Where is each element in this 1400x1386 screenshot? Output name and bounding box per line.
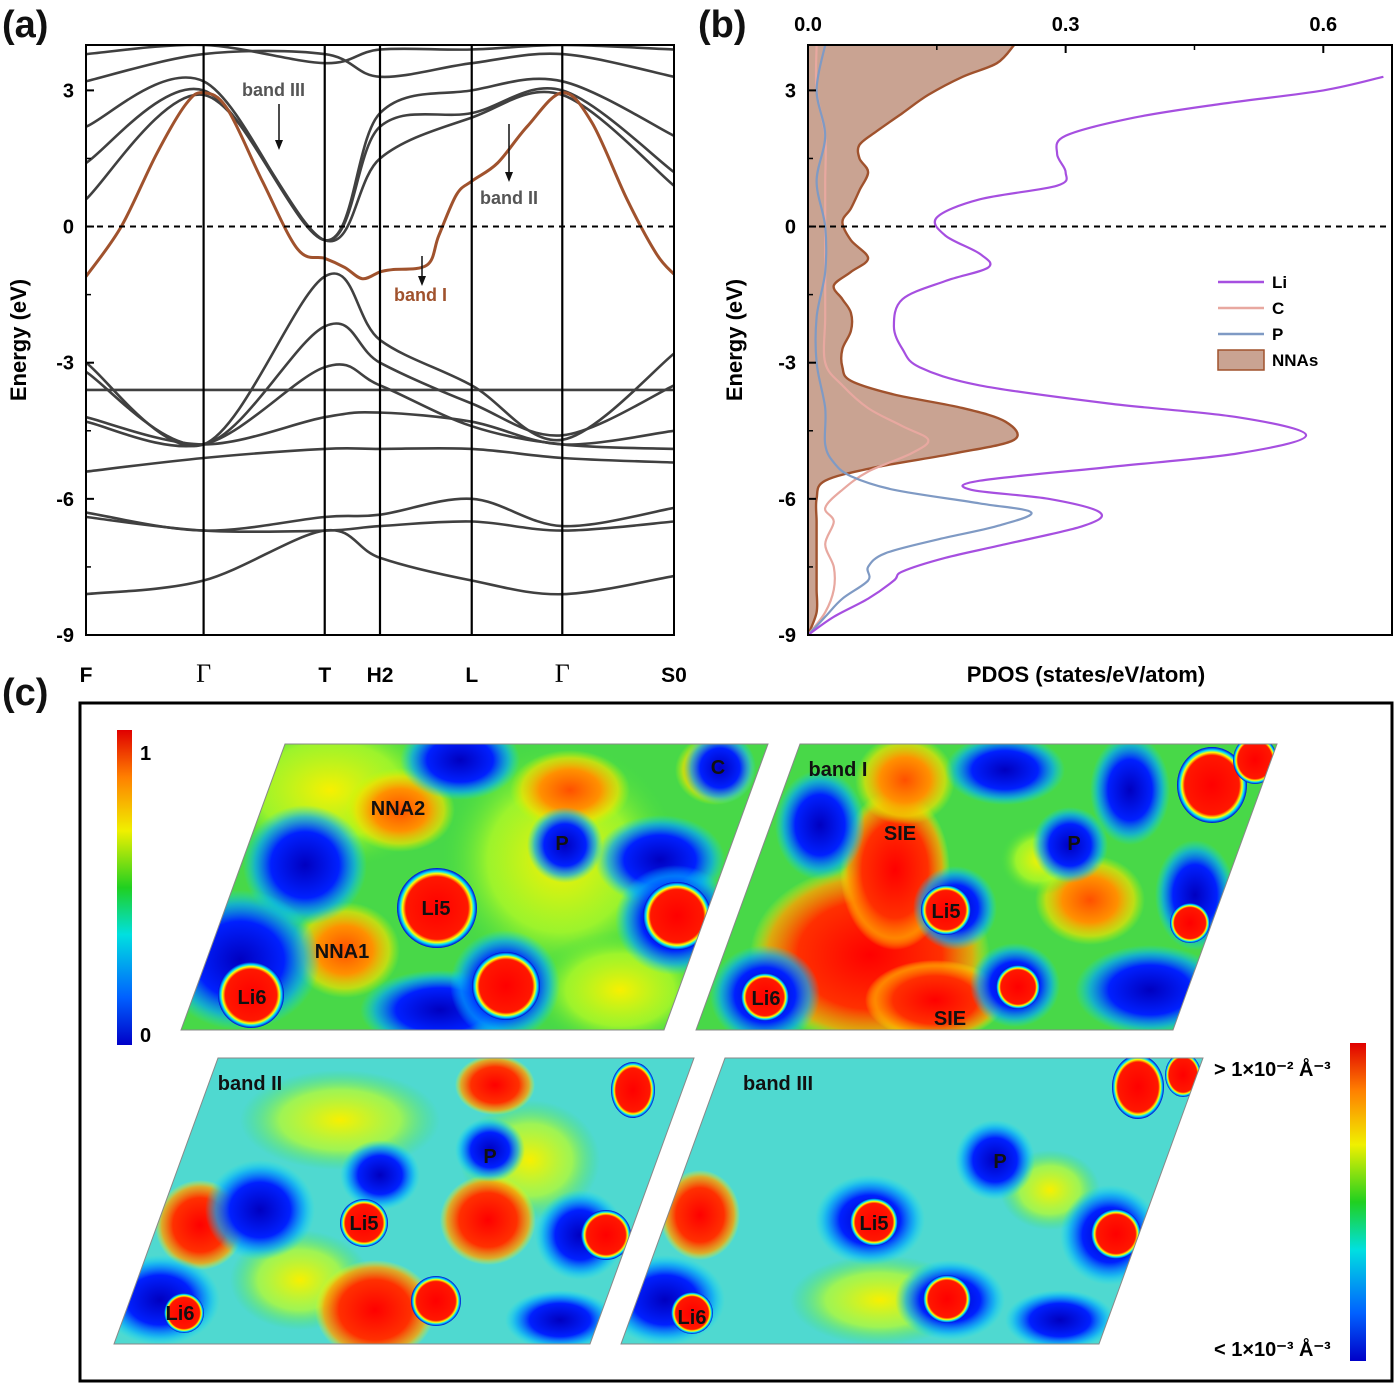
panel-label-a: (a) bbox=[2, 4, 49, 46]
y-tick-label-b: 0 bbox=[785, 217, 796, 239]
y-tick-label-b: -6 bbox=[778, 489, 796, 511]
x-axis-title-b: PDOS (states/eV/atom) bbox=[967, 662, 1205, 687]
kpoint-label: S0 bbox=[661, 664, 687, 687]
map-label: NNA2 bbox=[371, 798, 425, 820]
pdos-area-nnas bbox=[808, 45, 1018, 635]
band-iii-label: band III bbox=[242, 80, 305, 100]
kpoint-label: Γ bbox=[196, 659, 211, 688]
y-tick-label-a: -6 bbox=[56, 489, 74, 511]
band-ii-arrowhead bbox=[505, 172, 513, 182]
map-label: band I bbox=[809, 759, 868, 781]
kpoint-label: Γ bbox=[555, 659, 570, 688]
y-tick-label-a: -3 bbox=[56, 353, 74, 375]
map-label: C bbox=[711, 757, 725, 779]
band-i-arrowhead bbox=[418, 276, 426, 286]
colorbar-elf bbox=[117, 730, 132, 1045]
y-tick-label-a: 0 bbox=[63, 217, 74, 239]
pdos-line-nnas bbox=[808, 45, 1019, 635]
map-label: Li5 bbox=[350, 1213, 379, 1235]
band-ii-map: band II P Li5 Li6 bbox=[113, 1057, 695, 1345]
map-label: Li6 bbox=[752, 988, 781, 1010]
legend-label-li: Li bbox=[1272, 273, 1287, 292]
colorbar-elf-min: 0 bbox=[140, 1025, 151, 1047]
colorbar-elf-max: 1 bbox=[140, 743, 151, 765]
y-tick-label-a: -9 bbox=[56, 625, 74, 647]
y-tick-label-b: -3 bbox=[778, 353, 796, 375]
map-label: P bbox=[993, 1151, 1006, 1173]
x-tick-label-b: 0.0 bbox=[794, 14, 822, 36]
map-label: SIE bbox=[934, 1008, 966, 1030]
map-label: Li5 bbox=[932, 901, 961, 923]
map-label: Li6 bbox=[678, 1307, 707, 1329]
band-iii-arrowhead bbox=[275, 140, 283, 150]
map-label: band III bbox=[743, 1073, 813, 1095]
plot-frame-b bbox=[807, 44, 1393, 636]
kpoint-label: T bbox=[318, 664, 331, 687]
kpoint-label: L bbox=[465, 664, 478, 687]
band-i-label: band I bbox=[394, 285, 447, 305]
legend-label-p: P bbox=[1272, 325, 1283, 344]
band-ii-label: band II bbox=[480, 188, 538, 208]
pdos-panel: -9 -6 -3 0 3 0.0 0.3 0.6 Energy (eV) PDOS (sta… bbox=[722, 14, 1393, 687]
pdos-line-li bbox=[808, 75, 1384, 635]
y-tick-label-b: 3 bbox=[785, 80, 796, 102]
elf-map: NNA2 C P Li5 NNA1 Li6 bbox=[180, 743, 769, 1031]
band-annotations: band III band II band I bbox=[242, 80, 538, 305]
map-label: Li5 bbox=[422, 898, 451, 920]
charge-density-panel: 1 0 > 1×10⁻² Å⁻³ < 1×10⁻³ Å⁻³ bbox=[78, 701, 1394, 1383]
map-label: P bbox=[1067, 833, 1080, 855]
map-label: P bbox=[555, 833, 568, 855]
map-label: P bbox=[483, 1146, 496, 1168]
y-axis-title-b: Energy (eV) bbox=[722, 279, 747, 401]
map-label: Li5 bbox=[860, 1213, 889, 1235]
colorbar-density-min: < 1×10⁻³ Å⁻³ bbox=[1214, 1337, 1331, 1361]
map-label: Li6 bbox=[166, 1303, 195, 1325]
panel-label-c: (c) bbox=[2, 672, 49, 714]
kpoint-label: F bbox=[80, 664, 93, 687]
legend-swatch-nnas bbox=[1217, 349, 1265, 371]
x-tick-label-b: 0.3 bbox=[1052, 14, 1080, 36]
kpoint-label: H2 bbox=[367, 664, 394, 687]
band-structure-panel: -9 -6 -3 0 3 F Γ T H2 L Γ S0 Energy (eV) band III … bbox=[6, 44, 687, 688]
y-tick-label-b: -9 bbox=[778, 625, 796, 647]
map-label: NNA1 bbox=[315, 941, 369, 963]
legend-label-c: C bbox=[1272, 299, 1284, 318]
panel-c-frame bbox=[78, 701, 1394, 1383]
band-i-map: band I SIE P Li5 Li6 SIE bbox=[695, 743, 1278, 1031]
plot-frame-a bbox=[85, 44, 675, 636]
x-tick-label-b: 0.6 bbox=[1309, 14, 1337, 36]
pdos-legend: Li CP NNAs bbox=[1217, 273, 1318, 371]
y-axis-title-a: Energy (eV) bbox=[6, 279, 31, 401]
legend-label-nnas: NNAs bbox=[1272, 351, 1318, 370]
highlighted-band-line bbox=[86, 91, 674, 281]
band-iii-map: band III P Li5 Li6 bbox=[620, 1057, 1204, 1345]
map-label: SIE bbox=[884, 823, 916, 845]
colorbar-density-max: > 1×10⁻² Å⁻³ bbox=[1214, 1057, 1331, 1081]
colorbar-density bbox=[1350, 1043, 1366, 1361]
pdos-line-c bbox=[808, 45, 930, 635]
y-tick-label-a: 3 bbox=[63, 80, 74, 102]
map-label: Li6 bbox=[238, 987, 267, 1009]
pdos-line-p bbox=[808, 45, 1033, 635]
panel-label-b: (b) bbox=[698, 4, 747, 46]
map-label: band II bbox=[218, 1073, 282, 1095]
